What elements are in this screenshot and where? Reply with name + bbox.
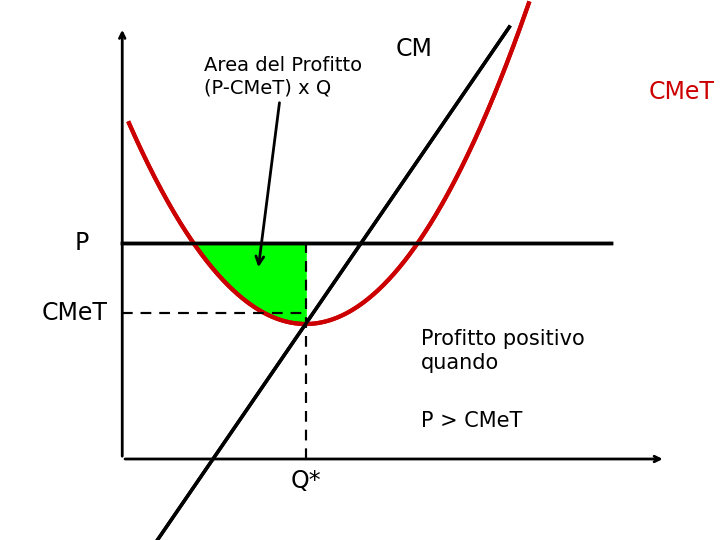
Text: P: P xyxy=(74,231,89,255)
Text: CMeT: CMeT xyxy=(42,301,108,325)
Text: Area del Profitto
(P-CMeT) x Q: Area del Profitto (P-CMeT) x Q xyxy=(204,56,362,264)
Text: P > CMeT: P > CMeT xyxy=(421,411,523,431)
Text: CMeT: CMeT xyxy=(649,80,714,104)
Text: CM: CM xyxy=(396,37,433,60)
Text: Q*: Q* xyxy=(290,469,321,492)
Text: Profitto positivo
quando: Profitto positivo quando xyxy=(421,329,585,373)
